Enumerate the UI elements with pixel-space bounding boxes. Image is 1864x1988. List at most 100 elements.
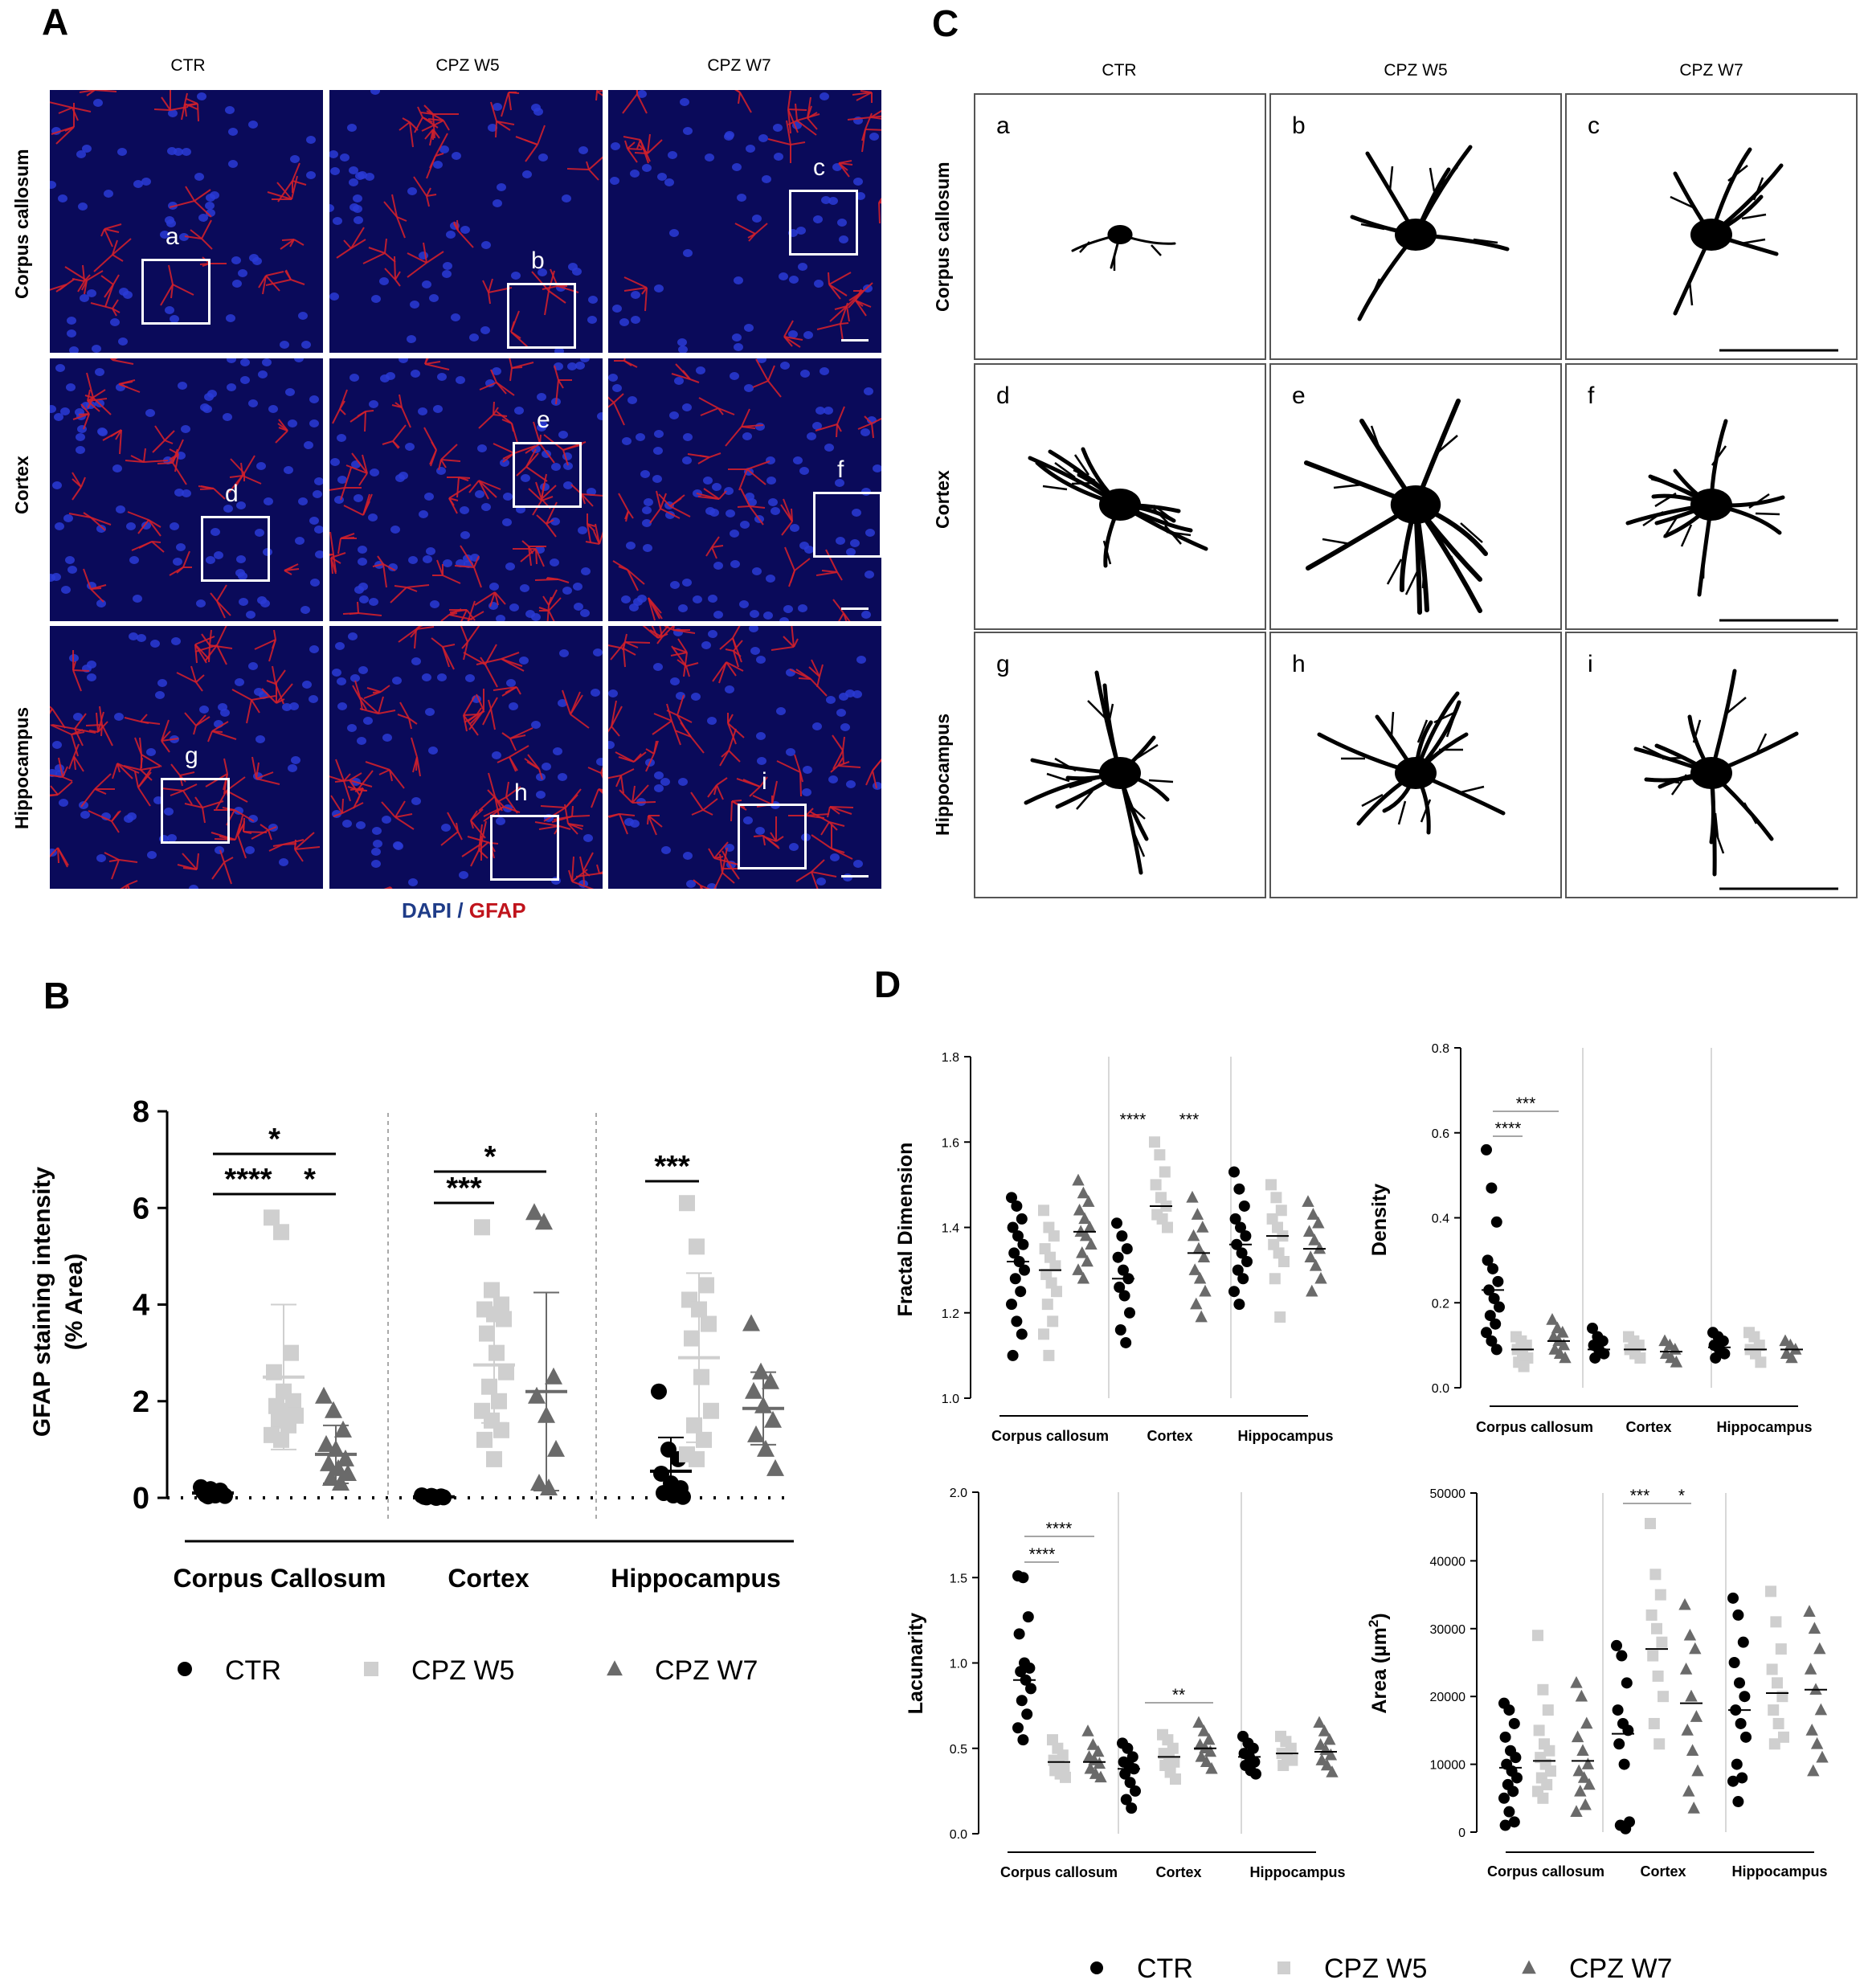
d-point: [1079, 1229, 1093, 1241]
b-point: [545, 1367, 562, 1385]
d-point: [1192, 1716, 1205, 1728]
d-point: [1021, 1708, 1033, 1720]
b-point: [764, 1410, 782, 1428]
b-point: [317, 1434, 335, 1452]
micrograph-i: [608, 626, 881, 889]
d-point: [1750, 1348, 1761, 1360]
d-point: [1570, 1805, 1583, 1817]
d-point: [1498, 1792, 1510, 1804]
b-point: [264, 1209, 280, 1226]
d-point: [1557, 1338, 1571, 1351]
d-point: [1789, 1343, 1802, 1355]
d-point: [1013, 1628, 1025, 1640]
d-point: [1778, 1731, 1789, 1743]
d-point: [1649, 1569, 1662, 1581]
micrograph-d: [50, 358, 323, 621]
d-point: [1770, 1616, 1782, 1628]
d-point: [1082, 1195, 1095, 1207]
d-point: [1740, 1731, 1752, 1743]
b-point: [479, 1325, 495, 1342]
b-point: [752, 1362, 770, 1380]
d-region-label: Cortex: [1625, 1419, 1671, 1435]
b-point: [701, 1315, 717, 1332]
d-point: [1155, 1192, 1167, 1204]
b-point: [696, 1431, 712, 1448]
d-point: [1240, 1230, 1252, 1242]
d-point: [1587, 1322, 1598, 1334]
d-point: [1589, 1352, 1601, 1364]
b-point: [486, 1450, 502, 1467]
d-point: [1051, 1286, 1062, 1298]
d-point: [1048, 1230, 1060, 1242]
d-point: [1119, 1768, 1131, 1780]
d-y-tick-label: 1.4: [942, 1222, 959, 1236]
micrograph-a: [50, 90, 323, 353]
d-point: [1717, 1335, 1729, 1347]
d-point: [1574, 1784, 1587, 1797]
d-point: [1011, 1200, 1023, 1212]
d-point: [1047, 1315, 1059, 1327]
d-point: [1268, 1238, 1280, 1250]
b-point: [679, 1195, 695, 1212]
d-region-label: Corpus callosum: [1476, 1419, 1593, 1435]
d-point: [1188, 1263, 1201, 1275]
d-point: [1570, 1675, 1583, 1688]
d-point: [1785, 1351, 1798, 1364]
d-point: [1076, 1246, 1089, 1258]
d-point: [1017, 1572, 1029, 1584]
d-point: [1690, 1710, 1703, 1722]
d-point: [1270, 1192, 1282, 1204]
b-point: [322, 1468, 340, 1486]
cell-letter: e: [1292, 382, 1306, 409]
d-point: [1481, 1143, 1492, 1156]
d-point: [1302, 1195, 1314, 1207]
d-point: [1511, 1772, 1523, 1784]
b-point: [315, 1386, 333, 1404]
b-point: [538, 1405, 555, 1423]
d-point: [1678, 1597, 1691, 1610]
inset-box: [789, 190, 858, 256]
micrograph-c: [608, 90, 881, 353]
d-point: [1616, 1650, 1628, 1662]
d-point: [1571, 1730, 1584, 1743]
d-point: [1748, 1331, 1760, 1343]
b-point: [547, 1439, 565, 1457]
astrocyte-e: e: [1269, 363, 1562, 630]
micrograph-b: [329, 90, 603, 353]
d-point: [1486, 1182, 1498, 1194]
d-sig-label: ****: [1029, 1545, 1056, 1564]
b-point: [332, 1473, 350, 1491]
d-sig-label: ***: [1516, 1094, 1536, 1113]
d-point: [1613, 1738, 1625, 1750]
d-point: [1765, 1585, 1776, 1597]
d-point: [1072, 1173, 1085, 1186]
b-point: [689, 1238, 705, 1255]
gfap-label: GFAP: [468, 898, 526, 922]
inset-letter: a: [166, 223, 179, 250]
b-point: [273, 1224, 289, 1241]
d-point: [1159, 1166, 1171, 1178]
stain-sep: /: [452, 898, 469, 922]
d-point: [1204, 1745, 1217, 1757]
cell-letter: d: [996, 382, 1010, 409]
d-point: [1120, 1794, 1132, 1806]
d-y-tick-label: 0.0: [950, 1828, 967, 1842]
d-point: [1041, 1299, 1053, 1311]
d-point: [1647, 1650, 1659, 1662]
d-point: [1520, 1340, 1532, 1352]
b-y-tick-label: 4: [133, 1289, 149, 1323]
b-point: [476, 1431, 493, 1448]
d-point: [1269, 1273, 1281, 1285]
panel-a-col-ctr: CTR: [170, 56, 206, 75]
d-point: [1116, 1230, 1128, 1242]
d-point: [1024, 1662, 1036, 1674]
inset-letter: e: [537, 407, 550, 433]
b-point: [675, 1488, 691, 1505]
d-y-label: Lacunarity: [905, 1613, 927, 1715]
b-point: [339, 1463, 357, 1481]
d-point: [1652, 1670, 1664, 1682]
b-point: [217, 1487, 233, 1504]
inset-letter: f: [837, 456, 844, 483]
b-point: [283, 1344, 299, 1361]
d-point: [1313, 1716, 1326, 1728]
